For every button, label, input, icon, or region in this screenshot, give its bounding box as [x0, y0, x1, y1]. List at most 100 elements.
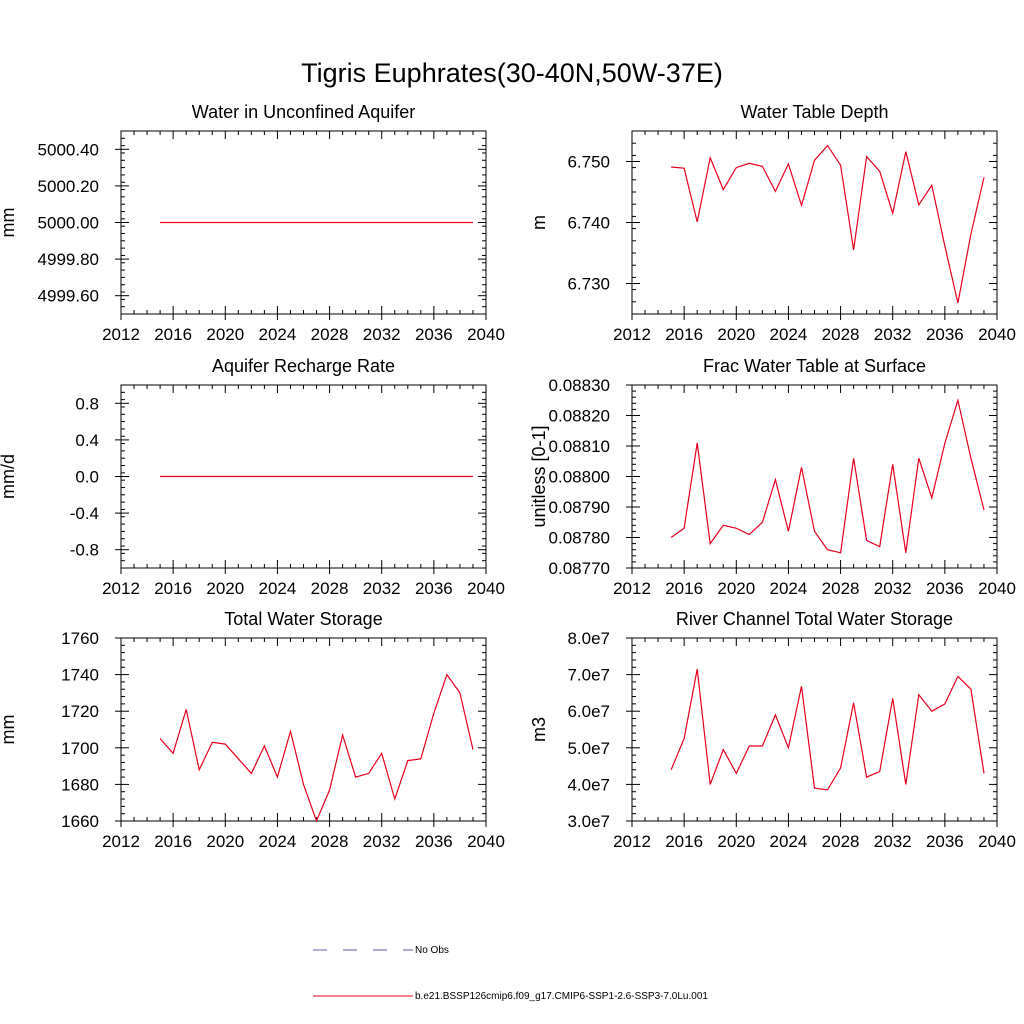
- legend: No Obs b.e21.BSSP126cmip6.f09_g17.CMIP6-…: [313, 945, 708, 1002]
- y-tick-label: 0.08800: [549, 468, 610, 487]
- x-tick-label: 2040: [978, 579, 1016, 598]
- x-tick-label: 2032: [363, 579, 401, 598]
- plot-frame: [631, 384, 998, 569]
- y-tick-label: 0.08820: [549, 407, 610, 426]
- x-tick-label: 2016: [154, 325, 192, 344]
- y-tick-label: 4.0e7: [567, 775, 610, 794]
- x-tick-label: 2040: [467, 832, 505, 851]
- x-tick-label: 2020: [206, 325, 244, 344]
- y-tick-label: 1740: [61, 666, 99, 685]
- y-tick-label: 5000.40: [38, 140, 99, 159]
- x-tick-label: 2012: [102, 832, 140, 851]
- y-tick-label: 6.740: [567, 214, 610, 233]
- x-tick-label: 2020: [206, 832, 244, 851]
- x-tick-label: 2024: [770, 579, 808, 598]
- chart-panel-5: Total Water Storage 2012 2016 2020 2024 2028 2…: [0, 609, 505, 851]
- x-tick-label: 2032: [874, 325, 912, 344]
- x-tick-label: 2024: [770, 325, 808, 344]
- x-tick-label: 2036: [415, 325, 453, 344]
- x-tick-label: 2040: [978, 832, 1016, 851]
- y-tick-label: 0.4: [75, 431, 99, 450]
- series-line: [159, 673, 474, 823]
- panels: Water in Unconfined Aquifer 2012 2016 2020 2…: [0, 102, 1016, 851]
- legend-label-no-obs: No Obs: [415, 945, 449, 956]
- y-tick-label: 5000.00: [38, 214, 99, 233]
- y-tick-label: 5000.20: [38, 177, 99, 196]
- panel-title: Aquifer Recharge Rate: [212, 356, 395, 376]
- panel-title: Frac Water Table at Surface: [703, 356, 926, 376]
- y-tick-label: -0.8: [70, 541, 99, 560]
- legend-label-model-run: b.e21.BSSP126cmip6.f09_g17.CMIP6-SSP1-2.…: [415, 991, 708, 1002]
- y-tick-label: -0.4: [70, 504, 99, 523]
- plot-frame: [631, 130, 998, 315]
- y-tick-label: 0.08810: [549, 437, 610, 456]
- y-axis-label: m: [529, 215, 549, 230]
- x-tick-label: 2028: [822, 325, 860, 344]
- y-axis-label: mm: [0, 208, 18, 238]
- x-tick-label: 2028: [311, 832, 349, 851]
- y-tick-label: 1660: [61, 812, 99, 831]
- y-tick-label: 6.730: [567, 275, 610, 294]
- y-tick-label: 0.08770: [549, 559, 610, 578]
- y-tick-label: 4999.80: [38, 250, 99, 269]
- x-tick-label: 2020: [717, 832, 755, 851]
- plot-frame: [120, 637, 487, 822]
- y-tick-label: 0.08780: [549, 529, 610, 548]
- y-axis-label: unitless [0-1]: [529, 425, 549, 527]
- x-tick-label: 2028: [822, 832, 860, 851]
- y-tick-label: 7.0e7: [567, 666, 610, 685]
- y-tick-label: 0.8: [75, 394, 99, 413]
- y-tick-label: 4999.60: [38, 287, 99, 306]
- panel-title: Total Water Storage: [224, 609, 382, 629]
- y-tick-label: 5.0e7: [567, 739, 610, 758]
- x-tick-label: 2028: [311, 325, 349, 344]
- x-tick-label: 2032: [363, 832, 401, 851]
- x-tick-label: 2012: [613, 832, 651, 851]
- x-tick-label: 2036: [926, 579, 964, 598]
- x-tick-label: 2016: [154, 579, 192, 598]
- x-tick-label: 2036: [926, 832, 964, 851]
- figure-title: Tigris Euphrates(30-40N,50W-37E): [301, 58, 723, 88]
- chart-panel-4: Frac Water Table at Surface 2012 2016 2020 2…: [529, 356, 1016, 598]
- y-tick-label: 3.0e7: [567, 812, 610, 831]
- y-tick-label: 0.0: [75, 468, 99, 487]
- x-tick-label: 2024: [770, 832, 808, 851]
- x-tick-label: 2040: [978, 325, 1016, 344]
- x-tick-label: 2040: [467, 579, 505, 598]
- y-tick-label: 0.08830: [549, 376, 610, 395]
- panel-title: River Channel Total Water Storage: [676, 609, 953, 629]
- x-tick-label: 2012: [102, 579, 140, 598]
- y-axis-label: m3: [529, 717, 549, 742]
- x-tick-label: 2036: [926, 325, 964, 344]
- series-line: [670, 668, 985, 791]
- x-tick-label: 2016: [665, 579, 703, 598]
- x-tick-label: 2036: [415, 579, 453, 598]
- x-tick-label: 2012: [613, 325, 651, 344]
- x-tick-label: 2024: [259, 832, 297, 851]
- chart-panel-3: Aquifer Recharge Rate 2012 2016 2020 2024 202…: [0, 356, 505, 598]
- x-tick-label: 2024: [259, 579, 297, 598]
- x-tick-label: 2016: [665, 832, 703, 851]
- x-tick-label: 2012: [102, 325, 140, 344]
- y-tick-label: 1700: [61, 739, 99, 758]
- x-tick-label: 2020: [717, 579, 755, 598]
- chart-panel-1: Water in Unconfined Aquifer 2012 2016 2020 2…: [0, 102, 505, 344]
- series-line: [670, 397, 985, 554]
- y-tick-label: 6.0e7: [567, 702, 610, 721]
- x-tick-label: 2028: [822, 579, 860, 598]
- chart-panel-2: Water Table Depth 2012 2016 2020 2024 2028 203…: [529, 102, 1016, 344]
- x-tick-label: 2020: [717, 325, 755, 344]
- chart-panel-6: River Channel Total Water Storage 2012 201…: [529, 609, 1016, 851]
- x-tick-label: 2032: [874, 832, 912, 851]
- x-tick-label: 2012: [613, 579, 651, 598]
- plot-frame: [631, 637, 998, 822]
- y-axis-label: mm/d: [0, 454, 18, 499]
- x-tick-label: 2040: [467, 325, 505, 344]
- y-tick-label: 6.750: [567, 153, 610, 172]
- series-line: [671, 144, 985, 304]
- x-tick-label: 2028: [311, 579, 349, 598]
- y-axis-label: mm: [0, 715, 18, 745]
- y-tick-label: 0.08790: [549, 498, 610, 517]
- x-tick-label: 2016: [154, 832, 192, 851]
- y-tick-label: 1720: [61, 702, 99, 721]
